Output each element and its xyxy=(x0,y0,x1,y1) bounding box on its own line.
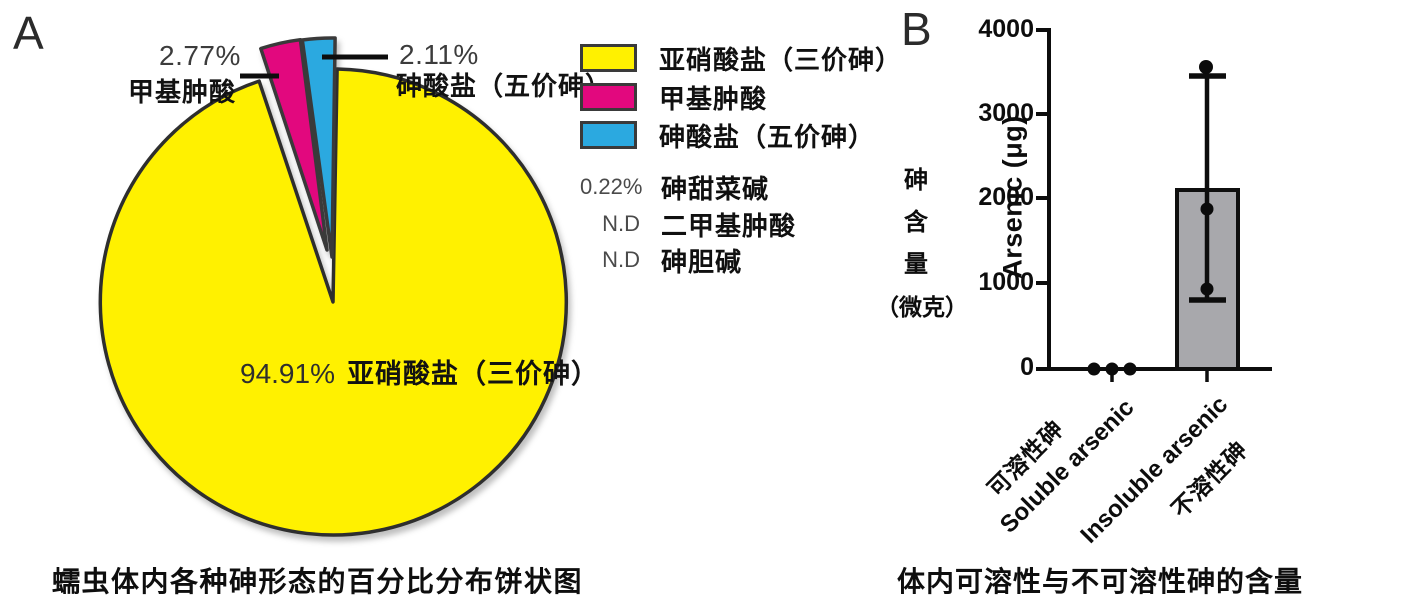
legend-item-arsenite: 亚硝酸盐（三价砷） xyxy=(580,42,903,75)
panel-b-caption: 体内可溶性与不可溶性砷的含量 xyxy=(897,566,1304,597)
panel-a-letter: A xyxy=(13,7,44,59)
point-insoluble-2 xyxy=(1200,202,1214,216)
y-axis-title-cn-unit: （微克） xyxy=(876,294,968,320)
legend-item-arsenobetaine: 0.22% 砷甜菜碱 xyxy=(580,171,770,204)
y-axis-title-cn: 砷 含 量 xyxy=(904,167,928,278)
legend-item-arsenocholine: N.D 砷胆碱 xyxy=(580,244,743,277)
legend-swatch-yellow xyxy=(580,44,637,72)
legend-label: 甲基肿酸 xyxy=(659,83,768,114)
ytick-label-1000: 1000 xyxy=(978,268,1034,296)
main-slice-name: 亚硝酸盐（三价砷） xyxy=(346,359,599,389)
point-soluble-1 xyxy=(1087,362,1101,376)
legend-item-dimethyl: N.D 二甲基肿酸 xyxy=(580,208,797,241)
pie-legend: 亚硝酸盐（三价砷） 甲基肿酸 砷酸盐（五价砷） 0.22% 砷甜菜碱 N.D 二… xyxy=(580,40,1010,280)
pie-chart xyxy=(98,36,568,537)
main-slice-percent: 94.91% xyxy=(240,358,335,389)
ytick-label-0: 0 xyxy=(1020,353,1034,381)
callout-methyl-name: 甲基肿酸 xyxy=(128,77,237,107)
main-slice-label: 94.91% 亚硝酸盐（三价砷） xyxy=(240,352,599,391)
callout-methyl-percent: 2.77% xyxy=(159,40,241,71)
point-soluble-3 xyxy=(1123,362,1137,376)
point-insoluble-1 xyxy=(1199,60,1213,74)
panel-a-caption: 蠕虫体内各种砷形态的百分比分布饼状图 xyxy=(52,566,584,597)
callout-arsenate-percent: 2.11% xyxy=(399,39,479,70)
legend-value: N.D xyxy=(602,211,640,236)
ytick-label-2000: 2000 xyxy=(978,183,1034,211)
legend-item-methyl: 甲基肿酸 xyxy=(580,81,768,114)
legend-value: N.D xyxy=(602,247,640,272)
pie-slice-arsenite xyxy=(98,67,568,537)
callout-arsenate-name: 砷酸盐（五价砷） xyxy=(396,71,613,101)
bar-chart xyxy=(1036,28,1272,382)
legend-item-arsenate: 砷酸盐（五价砷） xyxy=(580,119,876,152)
legend-swatch-magenta xyxy=(580,83,637,111)
legend-label: 砷酸盐（五价砷） xyxy=(659,121,876,152)
ytick-label-3000: 3000 xyxy=(978,99,1034,127)
legend-value: 0.22% xyxy=(580,174,643,199)
legend-swatch-blue xyxy=(580,121,637,149)
legend-label: 二甲基肿酸 xyxy=(661,210,797,241)
pie-slice-arsenate xyxy=(300,36,337,259)
point-soluble-2 xyxy=(1105,362,1119,376)
ytick-label-4000: 4000 xyxy=(978,15,1034,43)
panel-b-letter: B xyxy=(901,3,932,55)
legend-label: 砷胆碱 xyxy=(661,246,743,277)
y-axis-title-en: Arsenic (μg) xyxy=(997,115,1028,279)
legend-label: 砷甜菜碱 xyxy=(661,173,770,204)
pie-slice-methyl xyxy=(259,37,329,252)
legend-label: 亚硝酸盐（三价砷） xyxy=(659,44,903,75)
point-insoluble-3 xyxy=(1200,282,1214,296)
